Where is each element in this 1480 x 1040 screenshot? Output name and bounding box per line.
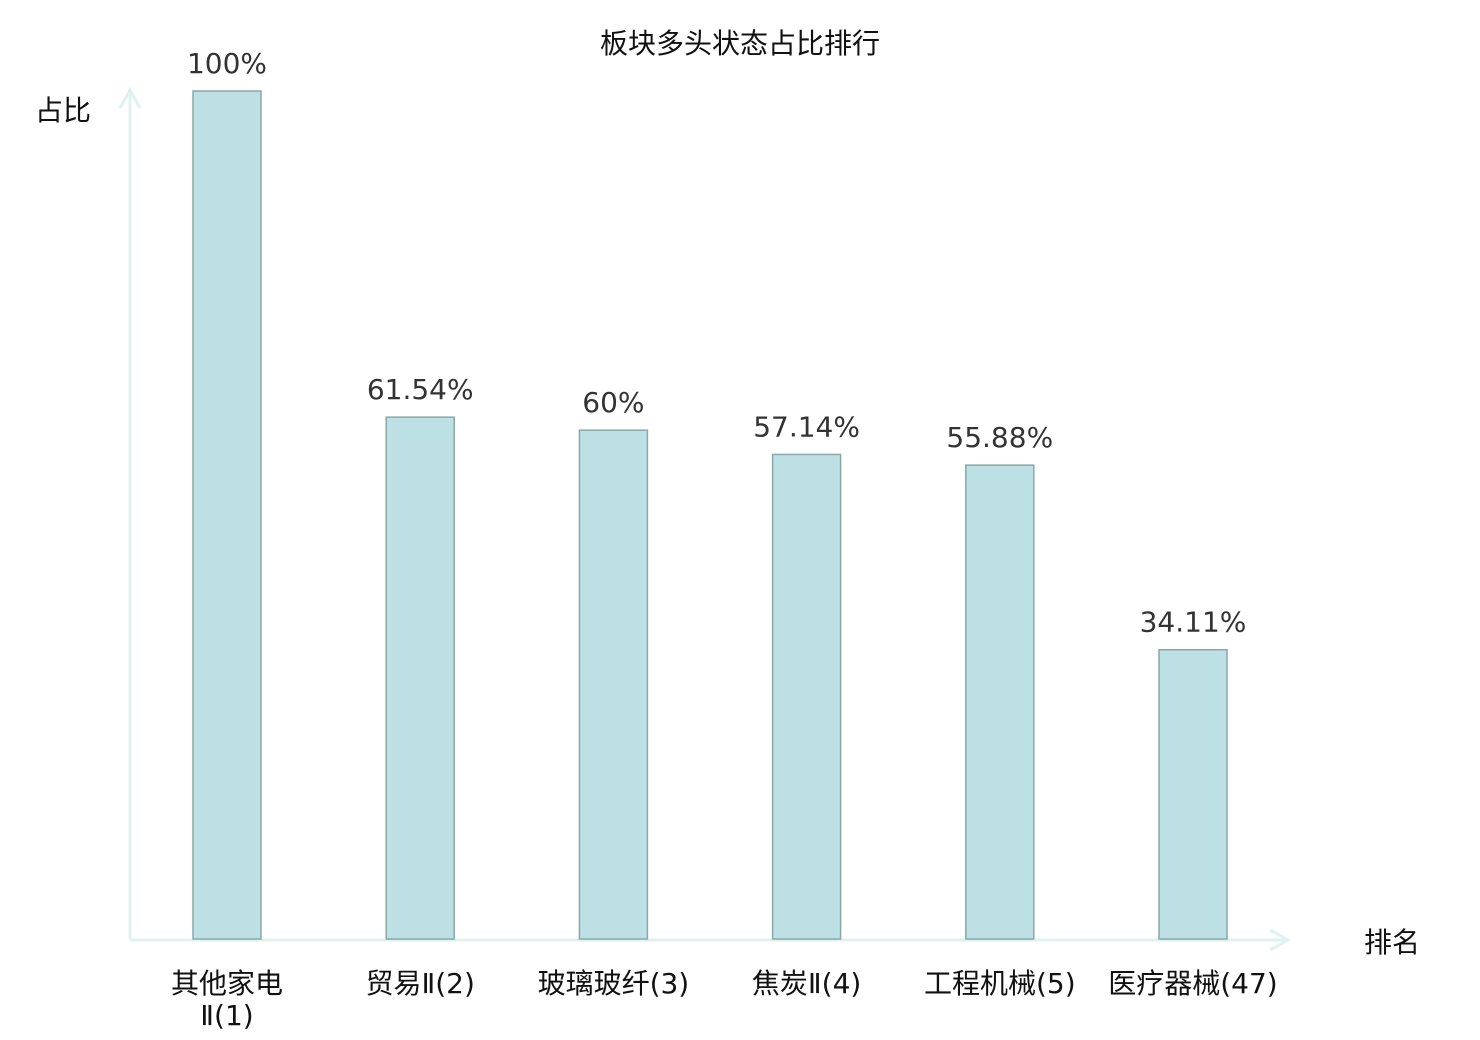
bar xyxy=(192,90,262,940)
category-label: 医疗器械(47) xyxy=(1108,967,1277,1000)
bar xyxy=(771,453,842,940)
axes xyxy=(118,86,1292,952)
value-label: 100% xyxy=(187,47,267,80)
category-labels: 其他家电 Ⅱ(1) 贸易Ⅱ(2) 玻璃玻纤(3) 焦炭Ⅱ(4) 工程机械(5) 医疗器械(4… xyxy=(171,967,1278,1032)
bar xyxy=(1158,648,1228,940)
value-label: 61.54% xyxy=(367,373,474,406)
y-axis-title: 占比 xyxy=(35,94,91,127)
category-label: 玻璃玻纤(3) xyxy=(538,967,690,1000)
value-label: 57.14% xyxy=(753,410,860,443)
chart-title: 板块多头状态占比排行 xyxy=(600,27,880,60)
value-labels: 100% 61.54% 60% 57.14% 55.88% 34.11% xyxy=(187,47,1246,639)
x-axis-arrow-icon xyxy=(1269,928,1292,952)
category-label: 工程机械(5) xyxy=(924,967,1076,1000)
bar xyxy=(965,464,1035,940)
bar xyxy=(385,416,455,940)
value-label: 34.11% xyxy=(1140,606,1247,639)
value-label: 60% xyxy=(582,386,644,419)
category-label: 焦炭Ⅱ(4) xyxy=(752,967,861,1000)
x-axis-title: 排名 xyxy=(1364,926,1420,959)
bars xyxy=(192,90,1228,940)
y-axis-arrow-icon xyxy=(118,86,142,109)
bar xyxy=(578,429,649,940)
value-label: 55.88% xyxy=(946,421,1053,454)
category-label: 其他家电 Ⅱ(1) xyxy=(171,967,283,1032)
category-label: 贸易Ⅱ(2) xyxy=(365,967,474,1000)
